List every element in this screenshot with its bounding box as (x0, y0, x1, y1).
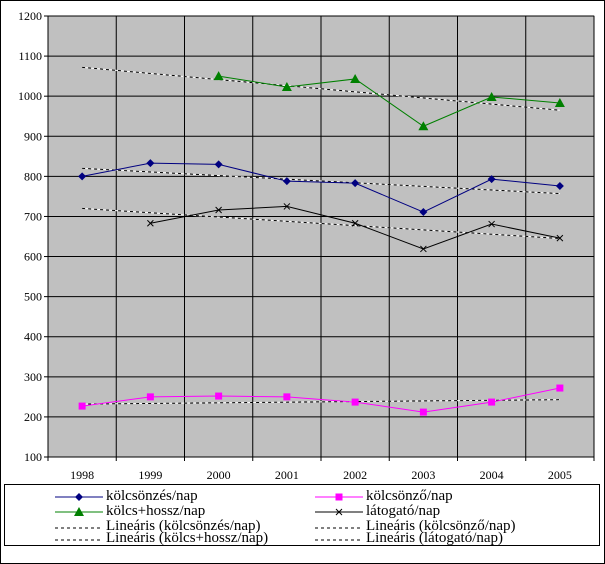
line-chart: 100 200 300 400 500 600 700 800 900 1000 1100 1200 1… (18, 9, 595, 482)
legend-label: látogató/nap (366, 503, 441, 519)
trendline (82, 399, 560, 405)
y-tick-label: 700 (24, 209, 42, 223)
data-point-x (420, 245, 427, 253)
data-point-x (147, 219, 154, 227)
legend: kölcsönzés/nap kölcsönző/nap kölcs+hossz… (4, 484, 600, 546)
data-point-diamond (487, 175, 496, 184)
data-point-square (488, 398, 496, 406)
trendline (82, 167, 560, 195)
series-line (82, 387, 560, 413)
data-point-square (146, 393, 154, 401)
legend-item-trend-kolcs-hossz: Lineáris (kölcs+hossz/nap) (55, 530, 269, 546)
data-point-square (78, 402, 86, 410)
series-line (82, 162, 560, 213)
legend-marker-diamond-icon (55, 492, 103, 501)
data-point-square (335, 493, 343, 500)
legend-label: Lineáris (kölcsönzés/nap) (106, 518, 261, 534)
x-tick-label: 2003 (411, 468, 435, 482)
legend-item-trend-kolcsonzes: Lineáris (kölcsönzés/nap) (55, 518, 261, 534)
trendline (82, 66, 560, 111)
data-point-x (556, 234, 564, 242)
x-tick-label: 2001 (275, 468, 299, 482)
dashed-line-icon (55, 539, 101, 540)
y-tick-label: 500 (24, 290, 42, 304)
legend-label: kölcsönzés/nap (106, 488, 198, 504)
data-point-diamond (146, 159, 155, 168)
data-point-diamond (214, 160, 223, 169)
data-point-square (419, 408, 427, 416)
y-tick-label: 100 (24, 450, 42, 464)
dashed-line-icon (315, 539, 361, 540)
data-point-triangle (486, 91, 497, 101)
data-point-triangle (281, 81, 292, 91)
data-point-diamond (555, 181, 564, 190)
data-point-triangle (418, 121, 429, 131)
dashed-line-icon (315, 527, 361, 528)
data-point-diamond (282, 177, 291, 186)
y-tick-label: 1000 (18, 89, 42, 103)
legend-label: Lineáris (látogató/nap) (366, 530, 504, 546)
y-tick-label: 400 (24, 330, 42, 344)
legend-item-trend-latogato: Lineáris (látogató/nap) (315, 530, 504, 546)
y-tick-label: 1100 (18, 49, 42, 63)
data-point-diamond (351, 179, 360, 188)
legend-label: Lineáris (kölcs+hossz/nap) (106, 530, 269, 546)
legend-marker-x-icon (315, 508, 363, 515)
legend-item-kolcs-hossz: kölcs+hossz/nap (55, 503, 206, 519)
x-tick-label: 2002 (343, 468, 367, 482)
legend-item-latogato: látogató/nap (315, 503, 441, 519)
data-point-diamond (419, 208, 428, 217)
legend-item-kolcsonzes: kölcsönzés/nap (55, 488, 198, 504)
legend-label: kölcs+hossz/nap (106, 503, 206, 519)
data-point-diamond (78, 172, 87, 181)
data-point-triangle (554, 97, 565, 107)
data-point-square (215, 392, 223, 400)
y-tick-label: 300 (24, 370, 42, 384)
y-tick-label: 800 (24, 169, 42, 183)
data-point-square (283, 393, 291, 401)
data-point-x (215, 206, 222, 214)
x-tick-label: 1999 (138, 468, 162, 482)
legend-marker-square-icon (315, 493, 363, 500)
legend-item-kolcsonzo: kölcsönző/nap (315, 488, 453, 504)
series-line (218, 75, 560, 127)
trendline (82, 207, 560, 240)
legend-label: kölcsönző/nap (366, 488, 453, 504)
x-tick-label: 2005 (548, 468, 572, 482)
data-point-square (351, 398, 359, 406)
y-tick-label: 900 (24, 129, 42, 143)
data-point-x (335, 508, 343, 515)
data-point-x (351, 219, 359, 227)
data-point-x (283, 203, 291, 210)
y-tick-label: 1200 (18, 9, 42, 23)
x-tick-label: 2000 (207, 468, 231, 482)
data-point-x (488, 220, 495, 228)
dashed-line-icon (55, 527, 101, 528)
data-point-diamond (75, 492, 83, 501)
y-tick-label: 600 (24, 250, 42, 264)
legend-label: Lineáris (kölcsönző/nap) (366, 518, 516, 534)
x-tick-label: 1998 (70, 468, 94, 482)
legend-item-trend-kolcsonzo: Lineáris (kölcsönző/nap) (315, 518, 516, 534)
data-point-square (556, 384, 564, 392)
data-point-triangle (74, 506, 84, 516)
y-tick-label: 200 (24, 410, 42, 424)
legend-marker-triangle-icon (55, 506, 103, 516)
x-tick-label: 2004 (480, 468, 504, 482)
data-point-triangle (350, 73, 361, 83)
data-point-triangle (213, 71, 224, 81)
